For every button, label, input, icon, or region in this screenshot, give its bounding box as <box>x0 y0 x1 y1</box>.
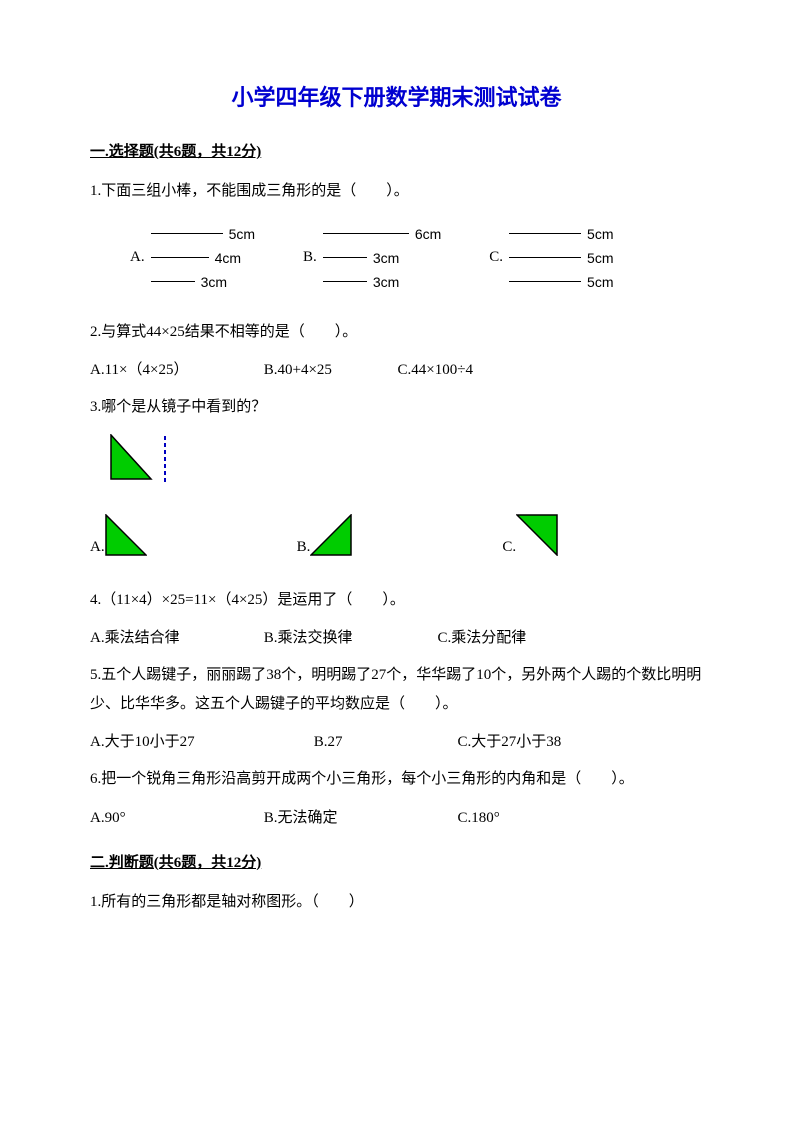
stick-label: 6cm <box>415 226 441 242</box>
q3-B-svg <box>310 514 352 556</box>
stick <box>151 257 209 259</box>
stick <box>509 257 581 259</box>
q6-options: A.90° B.无法确定 C.180° <box>90 806 703 827</box>
stick <box>509 233 581 235</box>
q4-A: A.乘法结合律 <box>90 626 260 647</box>
stick-label: 3cm <box>201 274 227 290</box>
section1-heading: 一.选择题(共6题，共12分) <box>90 140 703 161</box>
q6-text: 6.把一个锐角三角形沿高剪开成两个小三角形，每个小三角形的内角和是（ ）。 <box>90 765 703 794</box>
q3-prompt-svg <box>110 434 180 484</box>
q2-options: A.11×（4×25） B.40+4×25 C.44×100÷4 <box>90 358 703 379</box>
section2-heading: 二.判断题(共6题，共12分) <box>90 851 703 872</box>
stick-label: 5cm <box>587 274 613 290</box>
q1-A-sticks: 5cm 4cm 3cm <box>151 226 255 290</box>
q5-text: 5.五个人踢键子，丽丽踢了38个，明明踢了27个，华华踢了10个，另外两个人踢的… <box>90 661 703 718</box>
q1-B-label: B. <box>303 249 317 266</box>
triangle-icon <box>111 435 151 479</box>
q3-A-svg <box>105 514 147 556</box>
q5-options: A.大于10小于27 B.27 C.大于27小于38 <box>90 730 703 751</box>
stick-label: 5cm <box>587 250 613 266</box>
s2q1-text: 1.所有的三角形都是轴对称图形。（ ） <box>90 888 703 917</box>
q1-C-label: C. <box>489 249 503 266</box>
q6-C: C.180° <box>458 810 500 827</box>
q3-text: 3.哪个是从镜子中看到的？ <box>90 393 703 422</box>
stick-label: 4cm <box>215 250 241 266</box>
stick-label: 5cm <box>229 226 255 242</box>
q5-C: C.大于27小于38 <box>458 730 562 751</box>
q1-text: 1.下面三组小棒，不能围成三角形的是（ ）。 <box>90 177 703 206</box>
exam-page: 小学四年级下册数学期末测试试卷 一.选择题(共6题，共12分) 1.下面三组小棒… <box>0 0 793 1122</box>
q3-option-B: B. <box>297 514 353 556</box>
stick <box>151 233 223 235</box>
q3-A-label: A. <box>90 539 105 556</box>
q4-C: C.乘法分配律 <box>438 626 527 647</box>
stick <box>151 281 195 283</box>
page-title: 小学四年级下册数学期末测试试卷 <box>90 80 703 112</box>
q2-text: 2.与算式44×25结果不相等的是（ ）。 <box>90 318 703 347</box>
q3-option-A: A. <box>90 514 147 556</box>
q3-B-label: B. <box>297 539 311 556</box>
q2-C: C.44×100÷4 <box>398 362 473 379</box>
q3-C-label: C. <box>502 539 516 556</box>
q1-option-C: C. 5cm 5cm 5cm <box>489 226 613 290</box>
q2-B: B.40+4×25 <box>264 362 394 379</box>
q3-prompt-figure <box>110 434 703 484</box>
q4-text: 4.（11×4）×25=11×（4×25）是运用了（ ）。 <box>90 586 703 615</box>
stick <box>323 257 367 259</box>
q4-B: B.乘法交换律 <box>264 626 434 647</box>
q1-option-B: B. 6cm 3cm 3cm <box>303 226 441 290</box>
q5-A: A.大于10小于27 <box>90 730 310 751</box>
q4-options: A.乘法结合律 B.乘法交换律 C.乘法分配律 <box>90 626 703 647</box>
stick <box>509 281 581 283</box>
q6-B: B.无法确定 <box>264 806 454 827</box>
q1-diagram: A. 5cm 4cm 3cm B. 6cm 3cm 3cm C. 5cm 5cm… <box>130 226 703 290</box>
triangle-icon <box>311 515 351 555</box>
q1-B-sticks: 6cm 3cm 3cm <box>323 226 441 290</box>
stick-label: 3cm <box>373 250 399 266</box>
q2-A: A.11×（4×25） <box>90 358 260 379</box>
stick <box>323 281 367 283</box>
q1-C-sticks: 5cm 5cm 5cm <box>509 226 613 290</box>
q3-option-C: C. <box>502 514 558 556</box>
q1-A-label: A. <box>130 249 145 266</box>
triangle-icon <box>517 515 557 555</box>
stick-label: 3cm <box>373 274 399 290</box>
q3-C-svg <box>516 514 558 556</box>
q3-options: A. B. C. <box>90 514 703 556</box>
q6-A: A.90° <box>90 810 260 827</box>
q1-option-A: A. 5cm 4cm 3cm <box>130 226 255 290</box>
stick <box>323 233 409 235</box>
q5-B: B.27 <box>314 734 454 751</box>
triangle-icon <box>106 515 146 555</box>
stick-label: 5cm <box>587 226 613 242</box>
